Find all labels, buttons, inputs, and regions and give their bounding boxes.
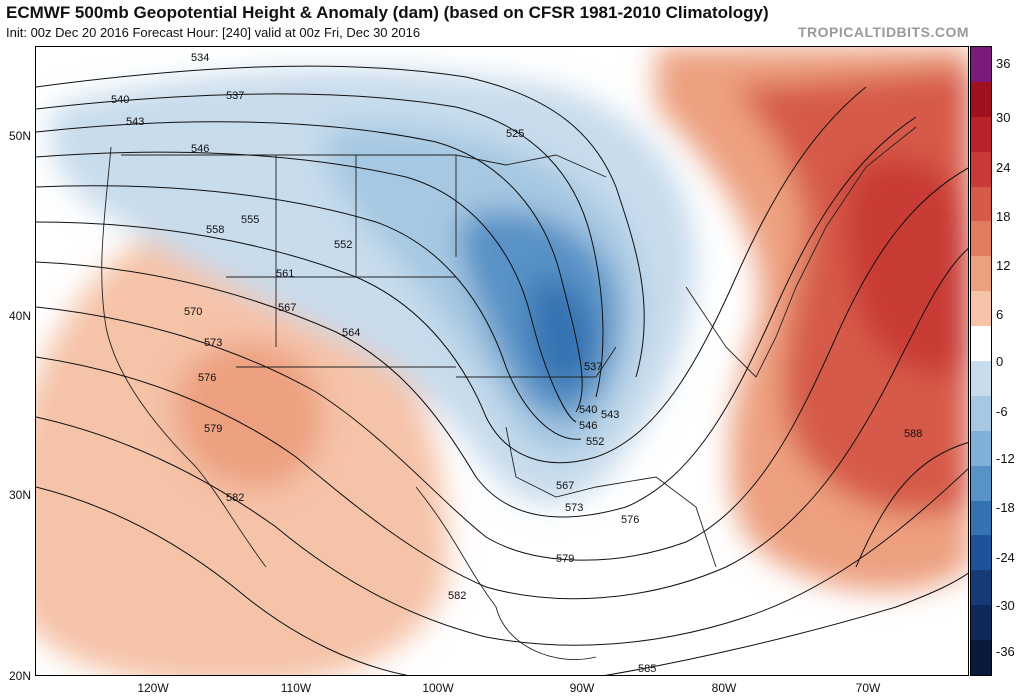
contour-label: 588 bbox=[904, 428, 922, 440]
colorbar-tick-label: -6 bbox=[996, 404, 1008, 419]
contour-label: 564 bbox=[342, 327, 360, 339]
colorbar-segment bbox=[971, 535, 991, 571]
contour-line bbox=[36, 121, 583, 413]
map-canvas: 534 537 540 543 546 555 558 552 561 567 … bbox=[36, 47, 968, 675]
contour-label: 573 bbox=[204, 337, 222, 349]
contour-line bbox=[36, 248, 968, 600]
colorbar-segment bbox=[971, 605, 991, 641]
map-title: ECMWF 500mb Geopotential Height & Anomal… bbox=[6, 3, 769, 22]
contour-line bbox=[36, 185, 582, 440]
colorbar-segment bbox=[971, 221, 991, 257]
contour-label: 582 bbox=[448, 590, 466, 602]
lon-label-110w: 110W bbox=[280, 681, 312, 695]
contour-line bbox=[36, 167, 968, 561]
colorbar-segment bbox=[971, 47, 991, 83]
map-subtitle: Init: 00z Dec 20 2016 Forecast Hour: [24… bbox=[6, 25, 421, 40]
contour-label: 567 bbox=[278, 302, 296, 314]
anomaly-colorbar bbox=[970, 46, 992, 676]
colorbar-segment bbox=[971, 570, 991, 606]
colorbar-segment bbox=[971, 465, 991, 502]
lon-label-90w: 90W bbox=[569, 681, 595, 695]
contour-label: 567 bbox=[556, 480, 574, 492]
lon-label-80w: 80W bbox=[711, 681, 737, 695]
height-contours bbox=[36, 65, 968, 675]
colorbar-segment bbox=[971, 361, 991, 397]
contour-label: 540 bbox=[579, 404, 597, 416]
colorbar-segment bbox=[971, 430, 991, 467]
colorbar-tick-label: 0 bbox=[996, 354, 1004, 369]
lat-label-40n: 40N bbox=[8, 309, 31, 323]
lon-label-100w: 100W bbox=[422, 681, 454, 695]
colorbar-segment bbox=[971, 500, 991, 536]
map-panel: 534 537 540 543 546 555 558 552 561 567 … bbox=[35, 46, 969, 676]
lat-label-30n: 30N bbox=[8, 488, 31, 502]
contour-label: 546 bbox=[579, 420, 597, 432]
contour-label: 576 bbox=[621, 514, 639, 526]
contour-label: 546 bbox=[191, 143, 209, 155]
colorbar-segment bbox=[971, 151, 991, 188]
contour-labels: 534 537 540 543 546 555 558 552 561 567 … bbox=[111, 52, 922, 675]
lat-label-20n: 20N bbox=[8, 669, 31, 683]
contour-line bbox=[36, 65, 645, 378]
colorbar-tick-label: 12 bbox=[996, 258, 1011, 273]
contour-label: 573 bbox=[565, 502, 583, 514]
colorbar-segment bbox=[971, 640, 991, 676]
lat-label-50n: 50N bbox=[8, 129, 31, 143]
contour-line bbox=[36, 86, 867, 464]
colorbar-segment bbox=[971, 81, 991, 118]
colorbar-tick-label: 24 bbox=[996, 160, 1011, 175]
contour-label: 570 bbox=[184, 306, 202, 318]
credit-watermark: TROPICALTIDBITS.COM bbox=[797, 24, 969, 40]
contour-line bbox=[36, 93, 604, 398]
contour-line bbox=[36, 416, 968, 646]
contour-line bbox=[36, 116, 917, 518]
colorbar-tick-label: -12 bbox=[996, 451, 1015, 466]
contour-label: 555 bbox=[241, 214, 259, 226]
contour-label: 537 bbox=[584, 361, 602, 373]
contour-label: 576 bbox=[198, 372, 216, 384]
contour-label: 537 bbox=[226, 90, 244, 102]
contour-label: 579 bbox=[556, 553, 574, 565]
colorbar-tick-label: 30 bbox=[996, 110, 1011, 125]
colorbar-tick-label: 36 bbox=[996, 56, 1011, 71]
lon-label-70w: 70W bbox=[855, 681, 881, 695]
contour-label: 525 bbox=[506, 128, 524, 140]
anomaly-positive-atl-core bbox=[845, 158, 968, 375]
contour-line bbox=[36, 486, 409, 675]
contour-label: 543 bbox=[126, 116, 144, 128]
contour-label: 585 bbox=[638, 663, 656, 675]
contour-label: 552 bbox=[334, 239, 352, 251]
contour-label: 579 bbox=[204, 423, 222, 435]
colorbar-tick-label: 6 bbox=[996, 307, 1004, 322]
contour-label: 543 bbox=[601, 409, 619, 421]
anomaly-positive-sw-inner bbox=[174, 342, 323, 489]
contour-label: 540 bbox=[111, 94, 129, 106]
contour-label: 582 bbox=[226, 492, 244, 504]
anomaly-negative-core bbox=[529, 276, 596, 388]
colorbar-segment bbox=[971, 116, 991, 153]
contour-line bbox=[855, 442, 968, 568]
colorbar-segment bbox=[971, 291, 991, 327]
contour-label: 552 bbox=[586, 436, 604, 448]
colorbar-tick-label: -30 bbox=[996, 598, 1015, 613]
colorbar-segment bbox=[971, 256, 991, 292]
contour-line bbox=[36, 151, 577, 423]
colorbar-tick-label: -24 bbox=[996, 550, 1015, 565]
colorbar-tick-label: 18 bbox=[996, 209, 1011, 224]
colorbar-tick-label: -36 bbox=[996, 644, 1015, 659]
colorbar-tick-label: -18 bbox=[996, 500, 1015, 515]
lon-label-120w: 120W bbox=[137, 681, 169, 695]
contour-label: 561 bbox=[276, 268, 294, 280]
contour-label: 534 bbox=[191, 52, 209, 64]
contour-label: 558 bbox=[206, 224, 224, 236]
contour-line bbox=[604, 572, 968, 675]
colorbar-segment bbox=[971, 186, 991, 222]
colorbar-segment bbox=[971, 395, 991, 432]
colorbar-segment bbox=[971, 326, 991, 362]
